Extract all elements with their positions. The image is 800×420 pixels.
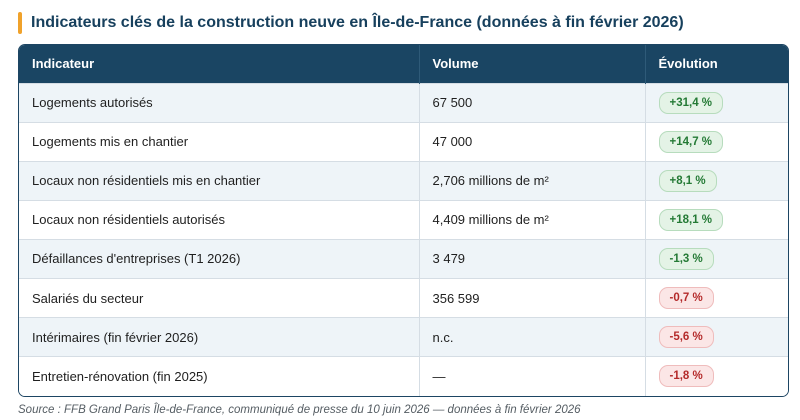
table-header-row: Indicateur Volume Évolution (19, 45, 788, 83)
evolution-cell: +18,1 % (644, 199, 788, 240)
volume-cell: — (418, 356, 645, 396)
table-row: Entretien-rénovation (fin 2025) — -1,8 % (19, 356, 788, 396)
volume-cell: 3 479 (418, 238, 645, 279)
volume-cell: 2,706 millions de m² (418, 160, 645, 201)
volume-cell: n.c. (418, 317, 645, 357)
evolution-badge: -1,3 % (658, 247, 714, 270)
table-row: Logements mis en chantier 47 000 +14,7 % (19, 121, 788, 162)
volume-cell: 356 599 (418, 277, 645, 318)
column-header-volume: Volume (418, 45, 645, 83)
evolution-badge: +14,7 % (658, 130, 724, 153)
indicator-cell: Locaux non résidentiels mis en chantier (19, 160, 419, 201)
evolution-cell: +8,1 % (644, 160, 788, 201)
table-body: Logements autorisés 67 500 +31,4 % Logem… (19, 82, 788, 396)
indicator-cell: Logements mis en chantier (19, 121, 419, 162)
evolution-cell: +31,4 % (644, 82, 788, 123)
title-row: Indicateurs clés de la construction neuv… (18, 10, 788, 36)
column-header-evolution: Évolution (644, 45, 788, 83)
volume-cell: 4,409 millions de m² (418, 199, 645, 240)
table-row: Logements autorisés 67 500 +31,4 % (19, 82, 788, 123)
evolution-badge: +31,4 % (658, 91, 724, 114)
table-row: Intérimaires (fin février 2026) n.c. -5,… (19, 317, 788, 357)
table-row: Salariés du secteur 356 599 -0,7 % (19, 277, 788, 318)
source-note: Source : FFB Grand Paris Île-de-France, … (18, 403, 581, 416)
title-accent-bar (18, 12, 22, 34)
indicator-cell: Salariés du secteur (19, 277, 419, 318)
table-row: Défaillances d'entreprises (T1 2026) 3 4… (19, 238, 788, 279)
evolution-cell: -5,6 % (644, 317, 788, 357)
column-header-indicator: Indicateur (19, 45, 419, 83)
evolution-badge: +8,1 % (658, 169, 717, 192)
indicator-cell: Intérimaires (fin février 2026) (19, 317, 419, 357)
volume-cell: 67 500 (418, 82, 645, 123)
evolution-cell: -0,7 % (644, 277, 788, 318)
evolution-badge: -0,7 % (658, 287, 714, 310)
table-row: Locaux non résidentiels mis en chantier … (19, 160, 788, 201)
evolution-badge: -5,6 % (658, 326, 714, 349)
evolution-cell: -1,8 % (644, 356, 788, 396)
indicators-table: Indicateur Volume Évolution Logements au… (19, 45, 788, 396)
indicator-cell: Logements autorisés (19, 82, 419, 123)
page-title: Indicateurs clés de la construction neuv… (31, 14, 684, 31)
volume-cell: 47 000 (418, 121, 645, 162)
indicator-cell: Défaillances d'entreprises (T1 2026) (19, 238, 419, 279)
indicators-table-container: Indicateur Volume Évolution Logements au… (18, 44, 789, 397)
table-header: Indicateur Volume Évolution (19, 45, 788, 83)
indicator-cell: Locaux non résidentiels autorisés (19, 199, 419, 240)
evolution-cell: -1,3 % (644, 238, 788, 279)
evolution-badge: +18,1 % (658, 208, 724, 231)
indicator-cell: Entretien-rénovation (fin 2025) (19, 356, 419, 396)
evolution-cell: +14,7 % (644, 121, 788, 162)
table-row: Locaux non résidentiels autorisés 4,409 … (19, 199, 788, 240)
evolution-badge: -1,8 % (658, 365, 714, 388)
